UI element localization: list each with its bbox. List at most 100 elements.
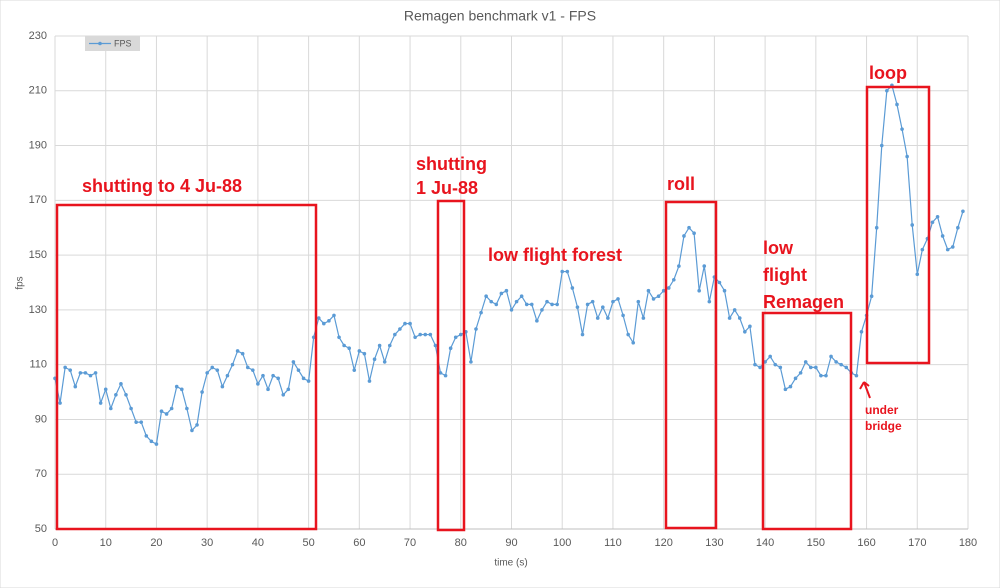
data-point: [900, 127, 904, 131]
data-point: [271, 373, 275, 378]
data-point: [124, 392, 128, 397]
data-point: [768, 354, 772, 359]
data-point: [245, 365, 250, 370]
data-point: [808, 365, 813, 370]
annotation: roll: [667, 174, 695, 194]
data-point: [601, 305, 605, 309]
data-point: [190, 428, 194, 433]
data-point: [834, 360, 838, 364]
data-point: [149, 439, 154, 444]
data-point: [626, 332, 630, 337]
data-point: [677, 264, 681, 268]
data-point: [646, 288, 651, 293]
data-point: [443, 373, 448, 378]
data-point: [778, 365, 783, 370]
annotation: Remagen: [763, 292, 844, 312]
data-point: [469, 360, 473, 364]
data-point: [63, 365, 67, 370]
data-point: [722, 288, 727, 293]
data-point: [803, 360, 808, 364]
data-point: [621, 313, 625, 318]
annotation-box: [664, 200, 718, 530]
data-point: [306, 379, 311, 383]
data-point: [854, 373, 859, 378]
data-point: [504, 288, 509, 293]
data-point: [616, 297, 620, 301]
data-point: [656, 294, 661, 298]
x-tick-label: 180: [959, 537, 977, 549]
data-point: [869, 294, 874, 298]
data-point: [174, 384, 179, 389]
data-point: [595, 316, 600, 320]
data-point: [859, 330, 864, 334]
data-point: [580, 332, 585, 337]
data-point: [144, 434, 149, 438]
data-point: [225, 373, 230, 378]
data-point: [377, 343, 382, 348]
annotation-arrow: [859, 381, 871, 399]
data-point: [119, 382, 123, 386]
data-point: [798, 371, 803, 375]
data-point: [185, 406, 189, 411]
data-point: [108, 406, 113, 411]
data-point: [154, 442, 159, 446]
data-point: [550, 302, 554, 307]
data-point: [590, 299, 595, 304]
data-point: [499, 291, 504, 296]
y-tick-label: 90: [35, 413, 47, 425]
data-point: [839, 362, 843, 367]
x-tick-label: 10: [100, 537, 112, 549]
data-point: [134, 420, 138, 424]
data-point: [418, 332, 423, 337]
data-point: [874, 225, 879, 230]
data-point: [413, 335, 417, 340]
data-point: [68, 368, 73, 372]
x-tick-label: 50: [302, 537, 314, 549]
data-point: [727, 316, 732, 320]
data-point: [276, 376, 280, 381]
data-point: [362, 351, 367, 356]
data-point: [93, 371, 98, 375]
data-point: [433, 343, 438, 348]
data-point: [332, 313, 336, 318]
data-point: [545, 299, 549, 304]
data-point: [935, 214, 940, 219]
data-point: [337, 335, 341, 340]
data-point: [555, 302, 559, 307]
data-point: [494, 302, 499, 307]
data-point: [758, 365, 762, 370]
data-point: [773, 362, 778, 367]
data-point: [697, 288, 701, 293]
data-point: [570, 286, 575, 290]
y-tick-label: 230: [29, 30, 47, 42]
data-point: [398, 327, 402, 331]
data-point: [641, 316, 646, 320]
data-point: [519, 294, 524, 298]
data-point: [83, 371, 88, 375]
data-point: [950, 245, 955, 249]
data-point: [535, 319, 539, 323]
data-point: [291, 360, 296, 364]
data-point: [479, 310, 483, 315]
data-point: [230, 362, 235, 367]
y-tick-label: 170: [29, 194, 47, 206]
x-tick-label: 30: [201, 537, 213, 549]
data-point: [915, 272, 920, 277]
data-point: [215, 368, 220, 372]
data-point: [474, 327, 478, 331]
data-point: [732, 308, 737, 312]
data-point: [327, 319, 331, 323]
data-point: [403, 321, 407, 326]
data-point: [814, 365, 818, 370]
data-point: [737, 316, 742, 320]
x-tick-label: 150: [807, 537, 825, 549]
data-point: [261, 373, 265, 378]
x-axis-label: time (s): [494, 558, 527, 569]
x-tick-label: 130: [705, 537, 723, 549]
data-point: [930, 220, 935, 225]
data-point: [180, 387, 184, 392]
data-point: [438, 371, 443, 375]
annotation: loop: [869, 63, 907, 83]
data-point: [585, 302, 590, 307]
y-tick-label: 110: [29, 359, 47, 371]
